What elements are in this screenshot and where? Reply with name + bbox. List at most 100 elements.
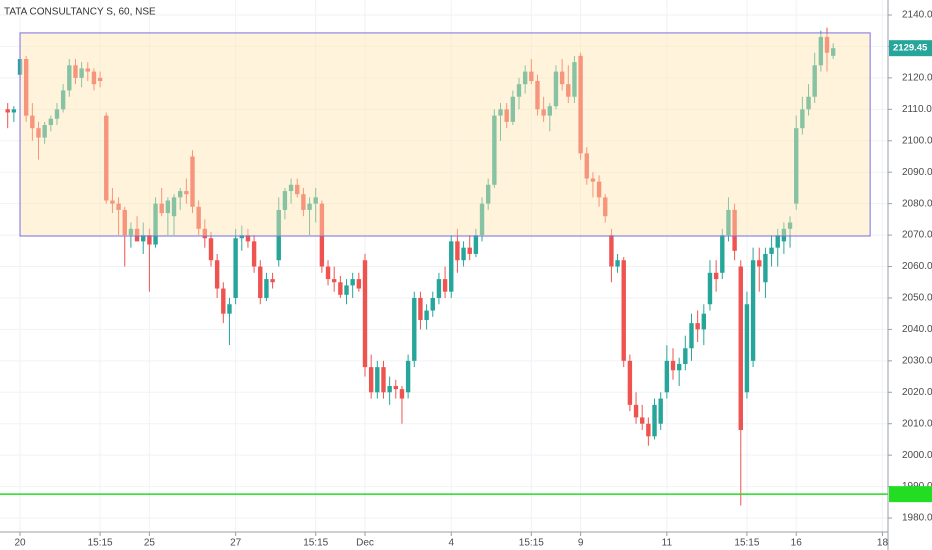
x-tick-label: 27: [230, 538, 242, 549]
candle-body: [541, 109, 546, 116]
candle-body: [171, 197, 177, 217]
candle-body: [60, 90, 66, 110]
x-tick-label: 25: [144, 538, 156, 549]
candle-body: [566, 84, 571, 97]
candle-body: [239, 235, 244, 239]
candle-body: [590, 178, 596, 182]
y-tick-label: 2080.00: [902, 198, 932, 209]
candle-body: [356, 279, 362, 289]
candle-body: [276, 209, 281, 261]
x-tick-label: Dec: [356, 538, 374, 549]
candle-body: [510, 96, 516, 122]
x-tick-label: 9: [578, 538, 584, 549]
candle-body: [572, 62, 577, 97]
candle-body: [251, 241, 257, 267]
candle-body: [177, 191, 183, 198]
candle-body: [621, 260, 626, 361]
candle-body: [676, 363, 682, 371]
candle-body: [467, 247, 472, 254]
candle-body: [362, 260, 368, 368]
y-tick-label: 2110.00: [902, 104, 932, 115]
candle-body: [584, 153, 589, 179]
candle-body: [165, 200, 171, 214]
candle-body: [578, 55, 583, 154]
candle-body: [368, 367, 374, 393]
x-tick-label: 4: [448, 538, 454, 549]
candle-body: [794, 128, 799, 204]
candle-body: [787, 222, 793, 229]
price-zone: [19, 32, 871, 237]
candle-body: [479, 203, 485, 236]
y-tick-label: 2140.00: [902, 10, 932, 21]
candle-body: [516, 84, 522, 97]
candle-body: [738, 266, 743, 431]
candle-body: [405, 360, 411, 393]
candle-body: [325, 266, 331, 280]
candle-body: [128, 228, 134, 236]
candle-body: [134, 228, 140, 242]
candle-body: [288, 184, 294, 192]
y-tick-label: 2060.00: [902, 261, 932, 272]
candle-body: [658, 398, 663, 424]
candle-body: [202, 228, 208, 239]
x-tick-label: 16: [791, 538, 803, 549]
y-tick-label: 2000.00: [902, 450, 932, 461]
candle-body: [159, 203, 164, 214]
chart-title: TATA CONSULTANCY S, 60, NSE: [4, 7, 156, 18]
candle-body: [91, 71, 97, 85]
candle-body: [5, 109, 10, 113]
candle-body: [442, 279, 448, 292]
y-tick-label: 1980.00: [902, 513, 932, 524]
candle-body: [670, 360, 676, 371]
candle-body: [547, 106, 553, 116]
candle-body: [42, 125, 47, 138]
candle-body: [196, 206, 201, 229]
candle-body: [627, 360, 633, 405]
candle-body: [609, 235, 614, 267]
candle-body: [399, 389, 405, 399]
candle-body: [258, 266, 263, 298]
candle-body: [603, 197, 608, 217]
candle-body: [116, 203, 121, 210]
candle-body: [424, 310, 429, 320]
candle-body: [79, 68, 84, 78]
candle-body: [153, 203, 158, 245]
candle-body: [319, 203, 325, 267]
candle-body: [141, 235, 146, 242]
candle-body: [344, 285, 349, 295]
candle-body: [350, 279, 355, 286]
y-tick-label: 2030.00: [902, 355, 932, 366]
candle-body: [535, 81, 540, 110]
candle-body: [781, 228, 787, 242]
candle-body: [375, 367, 380, 393]
candle-body: [726, 209, 731, 236]
x-tick-label: 20: [14, 538, 26, 549]
candle-body: [757, 260, 762, 267]
candle-body: [104, 115, 109, 201]
candles: [5, 27, 836, 506]
candle-body: [418, 297, 423, 320]
axes: 1980.001990.002000.002010.002020.002030.…: [14, 10, 932, 549]
candle-body: [812, 65, 817, 97]
candle-body: [455, 241, 460, 261]
candle-body: [720, 235, 725, 273]
candle-body: [54, 109, 60, 119]
x-tick-label: 11: [662, 538, 673, 549]
candle-body: [36, 128, 41, 138]
candle-body: [190, 156, 195, 207]
x-tick-label: 18: [877, 538, 889, 549]
candle-body: [147, 235, 152, 245]
candle-body: [436, 279, 442, 298]
candle-body: [498, 109, 503, 116]
horizontal-line-marker: [889, 486, 932, 503]
candle-body: [449, 241, 454, 292]
candle-body: [701, 313, 707, 330]
candle-body: [67, 65, 72, 91]
candle-body: [522, 71, 528, 85]
candle-body: [295, 184, 300, 195]
y-tick-label: 2100.00: [902, 135, 932, 146]
candle-body: [830, 48, 836, 56]
candle-body: [245, 235, 251, 242]
candle-body: [282, 191, 288, 210]
